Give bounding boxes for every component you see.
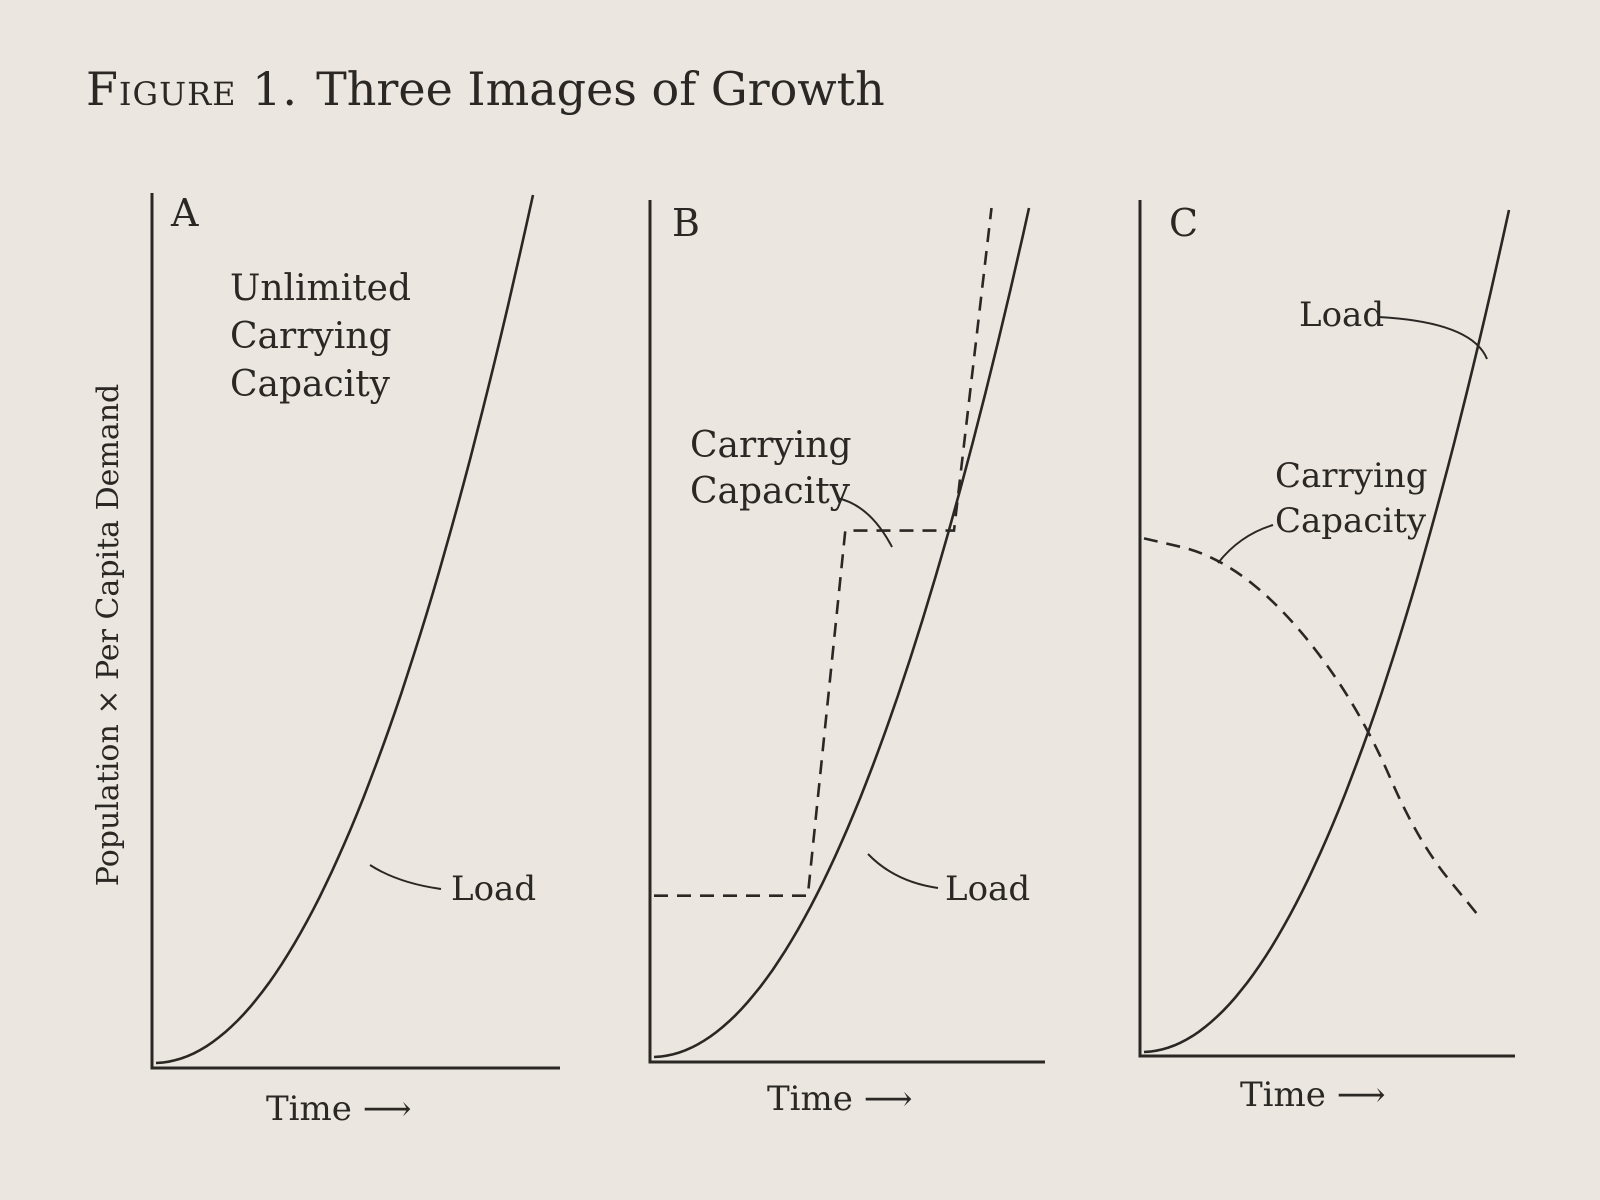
panel-a-x-label: Time ⟶ <box>266 1089 411 1129</box>
panel-c-load-label: Load <box>1299 295 1384 335</box>
panel-b-capacity-leader <box>836 497 893 548</box>
figure-heading: Figure 1. Three Images of Growth <box>86 62 885 116</box>
panel-b-capacity-label: Carrying Capacity <box>690 425 863 512</box>
panel-a-load-line <box>155 194 535 1065</box>
panel-b-load-leader <box>867 853 939 889</box>
panel-a-axes <box>150 193 560 1070</box>
panel-a-letter: A <box>170 191 199 235</box>
panel-b-load-label: Load <box>945 869 1030 909</box>
panel-a: A Unlimited Carrying Capacity Load Time … <box>150 191 560 1129</box>
panel-c-capacity-line <box>1142 537 1481 919</box>
panel-b-axes <box>648 200 1045 1064</box>
panel-c-load-leader <box>1377 316 1488 360</box>
figure-label: Figure 1. <box>86 62 299 116</box>
panel-b-x-label: Time ⟶ <box>767 1079 912 1119</box>
panel-c-axes <box>1138 200 1515 1058</box>
panel-b-letter: B <box>672 201 700 245</box>
panel-c-load-line <box>1143 209 1511 1054</box>
figure-caption: Three Images of Growth <box>316 62 885 116</box>
panel-c-letter: C <box>1169 201 1198 245</box>
panel-c-x-label: Time ⟶ <box>1240 1075 1385 1115</box>
panel-b: B Carrying Capacity Load Time ⟶ <box>648 200 1045 1119</box>
panel-c-capacity-label: Carrying Capacity <box>1275 456 1438 541</box>
panel-b-load-line <box>653 207 1031 1059</box>
y-axis-label: Population × Per Capita Demand <box>91 384 126 887</box>
panel-c: C Load Carrying Capacity Time ⟶ <box>1138 200 1515 1115</box>
panel-c-capacity-leader <box>1217 524 1274 564</box>
panel-b-capacity-line <box>654 207 993 897</box>
panel-a-load-label: Load <box>451 869 536 909</box>
panel-a-annotation: Unlimited Carrying Capacity <box>230 268 422 405</box>
panel-a-load-leader <box>369 864 442 890</box>
